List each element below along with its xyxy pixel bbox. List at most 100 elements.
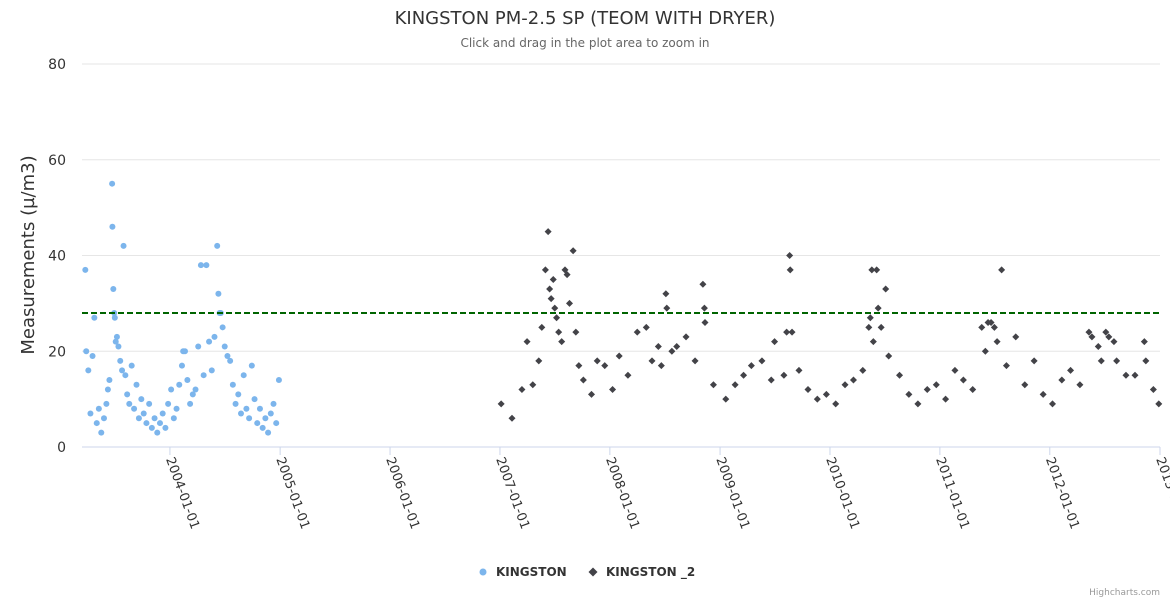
data-point[interactable] bbox=[267, 410, 274, 417]
data-point[interactable] bbox=[259, 424, 266, 431]
data-point[interactable] bbox=[232, 400, 239, 407]
data-point[interactable] bbox=[215, 290, 222, 297]
data-point[interactable] bbox=[529, 381, 537, 389]
data-point[interactable] bbox=[551, 304, 559, 312]
data-point[interactable] bbox=[771, 338, 779, 346]
data-point[interactable] bbox=[181, 348, 188, 355]
data-point[interactable] bbox=[804, 386, 812, 394]
data-point[interactable] bbox=[701, 319, 709, 327]
data-point[interactable] bbox=[270, 400, 277, 407]
data-point[interactable] bbox=[668, 347, 676, 355]
data-point[interactable] bbox=[633, 328, 641, 336]
data-point[interactable] bbox=[951, 366, 959, 374]
data-point[interactable] bbox=[240, 372, 247, 379]
data-point[interactable] bbox=[146, 400, 153, 407]
data-point[interactable] bbox=[1113, 357, 1121, 365]
data-point[interactable] bbox=[969, 386, 977, 394]
data-point[interactable] bbox=[795, 366, 803, 374]
data-point[interactable] bbox=[1155, 400, 1163, 408]
data-point[interactable] bbox=[866, 314, 874, 322]
data-point[interactable] bbox=[214, 242, 221, 249]
data-point[interactable] bbox=[111, 314, 118, 321]
data-point[interactable] bbox=[95, 405, 102, 412]
data-point[interactable] bbox=[275, 376, 282, 383]
data-point[interactable] bbox=[82, 266, 89, 273]
data-point[interactable] bbox=[1012, 333, 1020, 341]
data-point[interactable] bbox=[987, 319, 995, 327]
data-point[interactable] bbox=[896, 371, 904, 379]
data-point[interactable] bbox=[112, 338, 119, 345]
data-point[interactable] bbox=[786, 266, 794, 274]
data-point[interactable] bbox=[104, 386, 111, 393]
data-point[interactable] bbox=[208, 367, 215, 374]
data-point[interactable] bbox=[103, 400, 110, 407]
data-point[interactable] bbox=[173, 405, 180, 412]
data-point[interactable] bbox=[905, 390, 913, 398]
data-point[interactable] bbox=[140, 410, 147, 417]
data-point[interactable] bbox=[87, 410, 94, 417]
data-point[interactable] bbox=[587, 390, 595, 398]
data-point[interactable] bbox=[243, 405, 250, 412]
data-point[interactable] bbox=[156, 420, 163, 427]
data-point[interactable] bbox=[601, 362, 609, 370]
data-point[interactable] bbox=[203, 262, 210, 269]
data-point[interactable] bbox=[877, 323, 885, 331]
data-point[interactable] bbox=[731, 381, 739, 389]
data-point[interactable] bbox=[235, 391, 242, 398]
data-point[interactable] bbox=[572, 328, 580, 336]
data-points[interactable] bbox=[82, 180, 1163, 436]
data-point[interactable] bbox=[923, 386, 931, 394]
data-point[interactable] bbox=[83, 348, 90, 355]
data-point[interactable] bbox=[579, 376, 587, 384]
data-point[interactable] bbox=[874, 304, 882, 312]
data-point[interactable] bbox=[518, 386, 526, 394]
data-point[interactable] bbox=[722, 395, 730, 403]
data-point[interactable] bbox=[256, 405, 263, 412]
data-point[interactable] bbox=[219, 324, 226, 331]
data-point[interactable] bbox=[654, 342, 662, 350]
data-point[interactable] bbox=[1102, 328, 1110, 336]
data-point[interactable] bbox=[563, 271, 571, 279]
series-kingston[interactable] bbox=[82, 180, 282, 436]
data-point[interactable] bbox=[200, 372, 207, 379]
data-point[interactable] bbox=[1110, 338, 1118, 346]
data-point[interactable] bbox=[159, 410, 166, 417]
data-point[interactable] bbox=[662, 290, 670, 298]
data-point[interactable] bbox=[122, 372, 129, 379]
data-point[interactable] bbox=[126, 400, 133, 407]
data-point[interactable] bbox=[1067, 366, 1075, 374]
data-point[interactable] bbox=[1039, 390, 1047, 398]
data-point[interactable] bbox=[998, 266, 1006, 274]
data-point[interactable] bbox=[841, 381, 849, 389]
data-point[interactable] bbox=[192, 386, 199, 393]
data-point[interactable] bbox=[143, 420, 150, 427]
data-point[interactable] bbox=[544, 228, 552, 236]
data-point[interactable] bbox=[168, 386, 175, 393]
data-point[interactable] bbox=[914, 400, 922, 408]
data-point[interactable] bbox=[251, 396, 258, 403]
data-point[interactable] bbox=[119, 367, 126, 374]
data-point[interactable] bbox=[865, 323, 873, 331]
data-point[interactable] bbox=[553, 314, 561, 322]
legend-item-kingston-2[interactable]: KINGSTON _2 bbox=[588, 565, 696, 580]
data-point[interactable] bbox=[657, 362, 665, 370]
data-point[interactable] bbox=[154, 429, 161, 436]
data-point[interactable] bbox=[783, 328, 791, 336]
data-point[interactable] bbox=[148, 424, 155, 431]
data-point[interactable] bbox=[93, 420, 100, 427]
data-point[interactable] bbox=[508, 414, 516, 422]
data-point[interactable] bbox=[1097, 357, 1105, 365]
data-point[interactable] bbox=[1076, 381, 1084, 389]
data-point[interactable] bbox=[109, 180, 116, 187]
data-point[interactable] bbox=[162, 424, 169, 431]
data-point[interactable] bbox=[170, 415, 177, 422]
data-point[interactable] bbox=[648, 357, 656, 365]
data-point[interactable] bbox=[106, 376, 113, 383]
data-point[interactable] bbox=[859, 366, 867, 374]
data-point[interactable] bbox=[624, 371, 632, 379]
data-point[interactable] bbox=[566, 299, 574, 307]
data-point[interactable] bbox=[788, 328, 796, 336]
data-point[interactable] bbox=[197, 262, 204, 269]
